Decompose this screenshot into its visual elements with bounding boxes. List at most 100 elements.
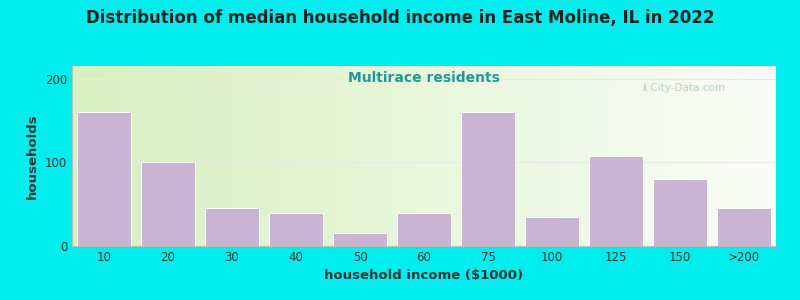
Bar — [79, 66, 82, 246]
Bar — [618, 66, 621, 246]
Bar — [234, 66, 238, 246]
Bar — [572, 66, 575, 246]
Bar — [298, 66, 301, 246]
Bar — [509, 66, 512, 246]
Bar — [308, 66, 311, 246]
Bar — [329, 66, 333, 246]
Bar — [470, 66, 474, 246]
Bar — [709, 66, 713, 246]
Bar — [343, 66, 346, 246]
Bar — [716, 66, 720, 246]
Bar — [286, 66, 290, 246]
Bar — [656, 66, 660, 246]
Bar — [526, 66, 530, 246]
Bar — [638, 66, 642, 246]
Bar — [723, 66, 726, 246]
Bar — [628, 66, 632, 246]
Bar — [431, 66, 434, 246]
Bar — [738, 66, 741, 246]
Bar — [213, 66, 216, 246]
Bar — [170, 66, 174, 246]
Bar — [762, 66, 766, 246]
Bar — [245, 66, 248, 246]
Bar — [241, 66, 245, 246]
Bar — [174, 66, 178, 246]
Bar — [748, 66, 751, 246]
Bar — [625, 66, 628, 246]
Bar — [678, 66, 681, 246]
Bar — [364, 66, 368, 246]
Bar — [122, 66, 125, 246]
Bar — [579, 66, 582, 246]
Bar — [290, 66, 294, 246]
Bar — [744, 66, 748, 246]
Bar — [269, 66, 273, 246]
Bar — [674, 66, 678, 246]
Bar — [769, 66, 773, 246]
Bar — [554, 66, 558, 246]
Bar — [417, 66, 421, 246]
Bar — [525, 217, 579, 246]
Bar — [82, 66, 86, 246]
Bar — [374, 66, 378, 246]
Bar — [480, 66, 484, 246]
Bar — [667, 66, 670, 246]
Bar — [438, 66, 442, 246]
Bar — [371, 66, 374, 246]
Bar — [650, 66, 653, 246]
Text: ℹ City-Data.com: ℹ City-Data.com — [643, 82, 726, 93]
Bar — [397, 212, 451, 246]
Text: Multirace residents: Multirace residents — [348, 71, 500, 85]
Bar — [322, 66, 326, 246]
Bar — [396, 66, 399, 246]
Bar — [713, 66, 716, 246]
Bar — [248, 66, 251, 246]
Bar — [104, 66, 107, 246]
Bar — [410, 66, 414, 246]
Bar — [590, 66, 593, 246]
Bar — [181, 66, 185, 246]
Bar — [717, 208, 771, 246]
Bar — [301, 66, 304, 246]
Bar — [466, 66, 470, 246]
Bar — [202, 66, 206, 246]
Bar — [72, 66, 75, 246]
Bar — [730, 66, 734, 246]
Bar — [702, 66, 706, 246]
Bar — [399, 66, 403, 246]
Bar — [533, 66, 537, 246]
Bar — [642, 66, 646, 246]
Bar — [530, 66, 533, 246]
Bar — [635, 66, 638, 246]
Bar — [421, 66, 424, 246]
Bar — [456, 66, 459, 246]
Bar — [491, 66, 494, 246]
Bar — [720, 66, 723, 246]
Bar — [550, 66, 554, 246]
Bar — [597, 66, 600, 246]
Bar — [304, 66, 308, 246]
Bar — [695, 66, 698, 246]
Bar — [223, 66, 227, 246]
Bar — [540, 66, 544, 246]
Bar — [660, 66, 663, 246]
Bar — [607, 66, 610, 246]
Bar — [632, 66, 635, 246]
Bar — [75, 66, 79, 246]
Bar — [766, 66, 769, 246]
Bar — [141, 162, 195, 246]
Bar — [146, 66, 150, 246]
Bar — [90, 66, 93, 246]
Bar — [346, 66, 350, 246]
Bar — [445, 66, 449, 246]
Bar — [280, 66, 283, 246]
Bar — [461, 112, 515, 246]
Bar — [685, 66, 688, 246]
Bar — [160, 66, 163, 246]
Bar — [357, 66, 361, 246]
Bar — [568, 66, 572, 246]
Bar — [333, 233, 387, 246]
Bar — [258, 66, 262, 246]
Bar — [663, 66, 667, 246]
Bar — [100, 66, 104, 246]
